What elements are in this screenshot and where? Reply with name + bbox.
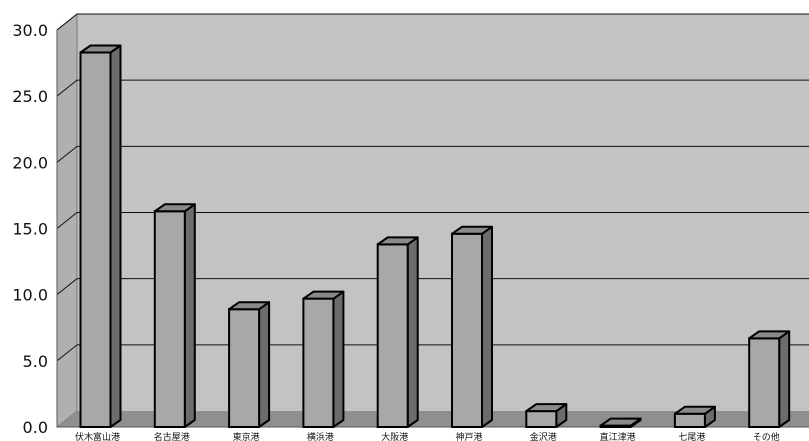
bar-top <box>599 417 642 427</box>
bar-top <box>302 290 345 300</box>
bar-8 <box>599 417 642 428</box>
gridline-side <box>56 145 78 163</box>
gridline-side <box>56 13 78 31</box>
bar-top <box>79 44 122 54</box>
bar-front <box>673 412 706 428</box>
bar-2 <box>153 203 196 428</box>
bar-9 <box>673 405 716 428</box>
bar-front <box>79 51 112 428</box>
x-tick-label: 名古屋港 <box>154 431 190 441</box>
bar-front <box>376 243 409 428</box>
y-tick-label: 0.0 <box>23 418 48 437</box>
x-tick-label: その他 <box>753 431 780 441</box>
bar-4 <box>302 290 345 428</box>
bar-top <box>748 330 791 340</box>
y-tick-label: 5.0 <box>23 352 48 371</box>
bar-1 <box>79 44 122 428</box>
bar-top <box>525 403 568 413</box>
bar-top <box>228 301 271 311</box>
bar-front <box>153 210 186 428</box>
x-tick-label: 金沢港 <box>530 431 557 441</box>
bar-side <box>778 330 791 428</box>
bar-side <box>109 44 122 428</box>
bar-6 <box>451 225 493 428</box>
x-tick-label: 七尾港 <box>678 431 705 441</box>
x-tick-label: 神戸港 <box>455 431 482 441</box>
gridline-side <box>56 79 78 97</box>
y-tick-label: 30.0 <box>12 21 48 40</box>
bar-side <box>406 236 419 428</box>
bar-3 <box>228 301 271 428</box>
bar-side <box>258 301 271 428</box>
y-tick-label: 15.0 <box>12 220 48 239</box>
bar-10 <box>748 330 791 428</box>
bar-side <box>481 225 493 428</box>
x-tick-label: 伏木富山港 <box>75 431 120 441</box>
bar-front <box>302 297 335 428</box>
gridline-side <box>56 344 78 362</box>
x-tick-label: 横浜港 <box>307 431 334 441</box>
bar-top <box>376 236 419 246</box>
x-tick-label: 直江津港 <box>600 431 636 441</box>
bar-front <box>525 410 558 428</box>
x-tick-label: 大阪港 <box>381 431 408 441</box>
bar-side <box>183 203 196 428</box>
bar-top <box>153 203 196 213</box>
y-tick-label: 10.0 <box>12 286 48 305</box>
bar-side <box>332 290 345 428</box>
gridline-side <box>56 212 78 229</box>
bar-front <box>748 337 781 428</box>
x-tick-label: 東京港 <box>233 431 260 441</box>
y-tick-label: 20.0 <box>12 153 48 172</box>
bar-5 <box>376 236 419 428</box>
bar-top <box>673 405 716 415</box>
bar-top <box>451 225 493 235</box>
bar-front <box>228 308 261 428</box>
gridline-side <box>56 278 78 296</box>
bar-7 <box>525 403 568 428</box>
bar-front <box>451 232 483 428</box>
y-tick-label: 25.0 <box>12 87 48 106</box>
